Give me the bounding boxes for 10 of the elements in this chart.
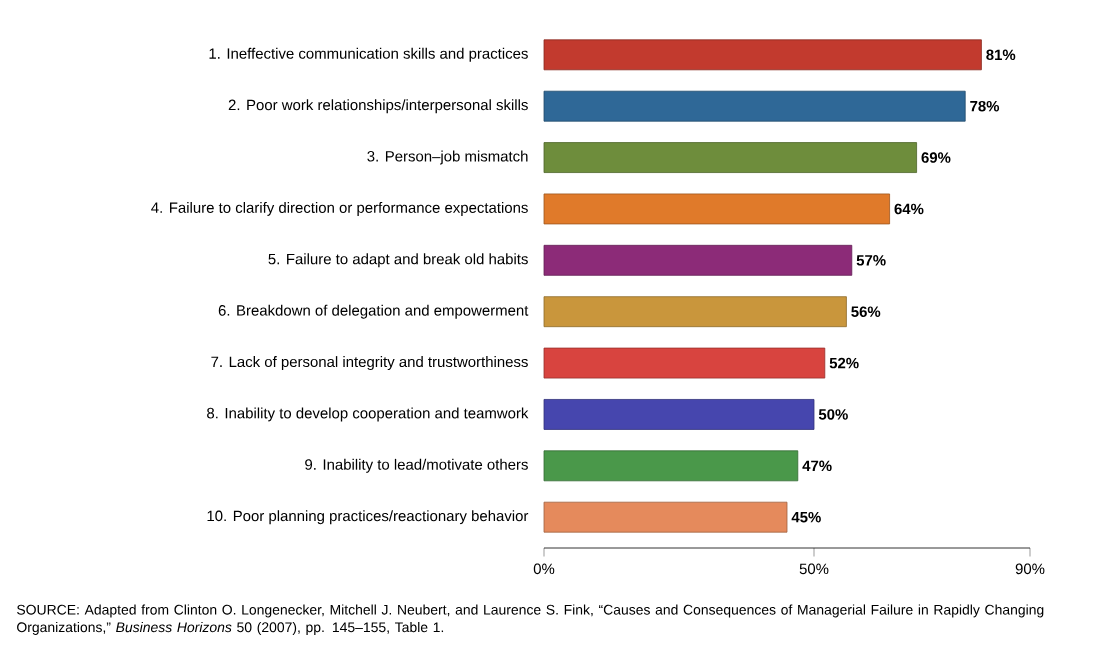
bar	[543, 347, 826, 379]
bar	[543, 142, 917, 173]
bar	[543, 90, 966, 122]
bar	[543, 39, 982, 71]
bar	[543, 244, 853, 276]
bar	[543, 193, 890, 225]
bar	[543, 399, 815, 430]
bar	[543, 450, 799, 482]
bar	[543, 501, 788, 533]
bar	[543, 296, 847, 328]
